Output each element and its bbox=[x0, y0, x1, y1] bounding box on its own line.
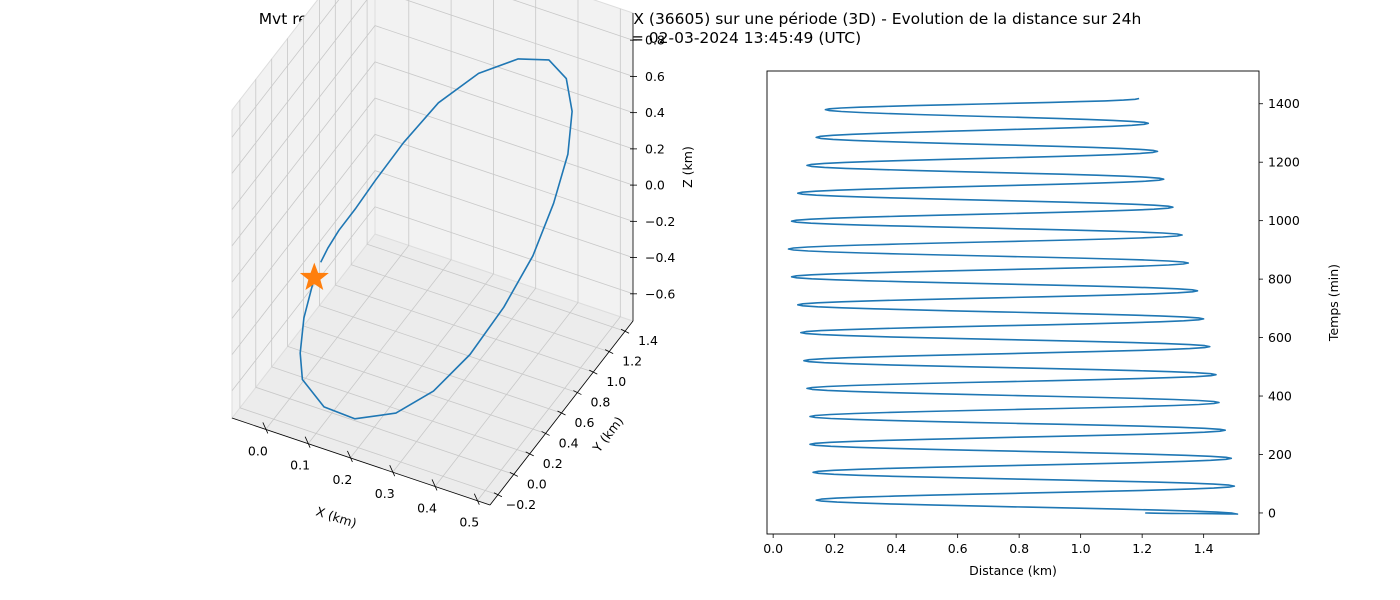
y-gridline bbox=[239, 99, 499, 496]
z-tick-label: −0.2 bbox=[645, 214, 675, 229]
x-gridline bbox=[476, 8, 621, 501]
chart-distance-over-time: 0.0 0.2 0.4 0.6 0.8 1.0 1.2 1.4 0 200 400 600 800 100… bbox=[763, 70, 1341, 578]
x-tick-label: 0.0 bbox=[248, 443, 268, 458]
y-tick bbox=[493, 492, 503, 498]
y-tick-label: −0.2 bbox=[506, 497, 536, 512]
y-tick bbox=[525, 451, 534, 457]
x-tick bbox=[389, 465, 396, 477]
y-tick-label: 400 bbox=[1268, 389, 1292, 404]
x-tick-label: 0.1 bbox=[290, 458, 310, 473]
x-tick bbox=[262, 422, 269, 434]
y-tick-label: 1000 bbox=[1268, 213, 1300, 228]
x-tick-label: 0.5 bbox=[459, 515, 479, 530]
x-gridline bbox=[392, 0, 537, 473]
z-gridline bbox=[231, 133, 634, 319]
trajectory-line bbox=[299, 58, 573, 420]
x-tick-label: 0.2 bbox=[825, 541, 845, 556]
y-tick-label: 0.8 bbox=[590, 395, 610, 410]
z-tick-label: 0.8 bbox=[645, 33, 665, 48]
x-tick-label: 0.4 bbox=[417, 500, 437, 515]
z-tick-label: −0.6 bbox=[645, 286, 675, 301]
plot-frame bbox=[766, 70, 1260, 535]
x-tick-label: 0.8 bbox=[1009, 541, 1029, 556]
y-tick-label: 600 bbox=[1268, 330, 1292, 345]
z-gridline bbox=[231, 206, 634, 392]
y-tick bbox=[557, 410, 566, 416]
y-tick-label: 1.4 bbox=[638, 333, 658, 348]
y-tick-label: 1400 bbox=[1268, 96, 1300, 111]
y-gridline bbox=[255, 79, 514, 475]
y-tick bbox=[509, 471, 519, 477]
chart-3d-trajectory: 0.0 0.1 0.2 0.3 0.4 0.5 −0.2 0.0 0.2 0.4 0.6 0.8 1.0… bbox=[231, 0, 695, 531]
z-tick-label: 0.4 bbox=[645, 105, 665, 120]
z-axis-label: Z (km) bbox=[680, 146, 695, 188]
x-gridline bbox=[265, 0, 410, 430]
x-tick-label: 0.3 bbox=[375, 486, 395, 501]
z-tick-label: 0.0 bbox=[645, 178, 665, 193]
z-gridline bbox=[231, 61, 634, 247]
x-tick bbox=[431, 479, 438, 491]
x-tick-label: 0.2 bbox=[332, 472, 352, 487]
x-tick-label: 0.6 bbox=[948, 541, 968, 556]
z-tick-label: 0.6 bbox=[645, 69, 665, 84]
x-tick bbox=[473, 493, 480, 505]
y-axis-label: Temps (min) bbox=[1326, 264, 1341, 342]
y-tick bbox=[541, 431, 550, 436]
z-gridline bbox=[231, 0, 634, 138]
y-gridline bbox=[350, 0, 610, 353]
x-gridline bbox=[307, 0, 452, 444]
y-tick-label: 1.0 bbox=[606, 374, 626, 389]
z-tick-label: 0.2 bbox=[645, 141, 665, 156]
x-axis-line bbox=[231, 417, 491, 506]
z-gridline bbox=[231, 0, 634, 174]
z-tick-label: −0.4 bbox=[645, 250, 675, 265]
z-gridline bbox=[231, 97, 634, 283]
y-tick bbox=[620, 328, 630, 334]
x-tick-label: 1.2 bbox=[1132, 541, 1152, 556]
y-tick-label: 1.2 bbox=[622, 354, 642, 369]
z-gridline bbox=[231, 25, 634, 210]
x-tick-label: 1.0 bbox=[1071, 541, 1091, 556]
distance-line bbox=[787, 97, 1239, 515]
y-tick-label: 1200 bbox=[1268, 155, 1300, 170]
y-gridline bbox=[366, 0, 626, 332]
y-gridline bbox=[271, 58, 530, 455]
x-gridline bbox=[434, 0, 579, 487]
y-tick-label: 0.0 bbox=[527, 476, 547, 491]
start-star-marker bbox=[299, 262, 329, 291]
y-tick-label: 0.6 bbox=[575, 415, 595, 430]
y-tick-label: 800 bbox=[1268, 272, 1292, 287]
y-gridline bbox=[334, 0, 594, 373]
y-tick bbox=[573, 390, 582, 395]
y-tick-label: 0.4 bbox=[559, 435, 579, 450]
x-tick-label: 0.0 bbox=[763, 541, 783, 556]
x-tick-label: 1.4 bbox=[1194, 541, 1214, 556]
x-tick bbox=[347, 450, 353, 463]
y-gridline bbox=[287, 38, 546, 434]
y-tick-label: 0 bbox=[1268, 505, 1276, 520]
x-tick bbox=[304, 436, 311, 448]
x-axis-label: X (km) bbox=[314, 504, 358, 531]
y-tick bbox=[589, 369, 598, 375]
y-tick-label: 0.2 bbox=[543, 456, 563, 471]
x-tick-label: 0.4 bbox=[886, 541, 906, 556]
x-axis-label: Distance (km) bbox=[969, 563, 1057, 578]
y-gridline bbox=[318, 0, 578, 393]
y-axis-label: Y (km) bbox=[589, 414, 627, 456]
y-tick-label: 200 bbox=[1268, 447, 1292, 462]
z-gridline bbox=[231, 170, 634, 355]
y-tick bbox=[604, 349, 614, 355]
